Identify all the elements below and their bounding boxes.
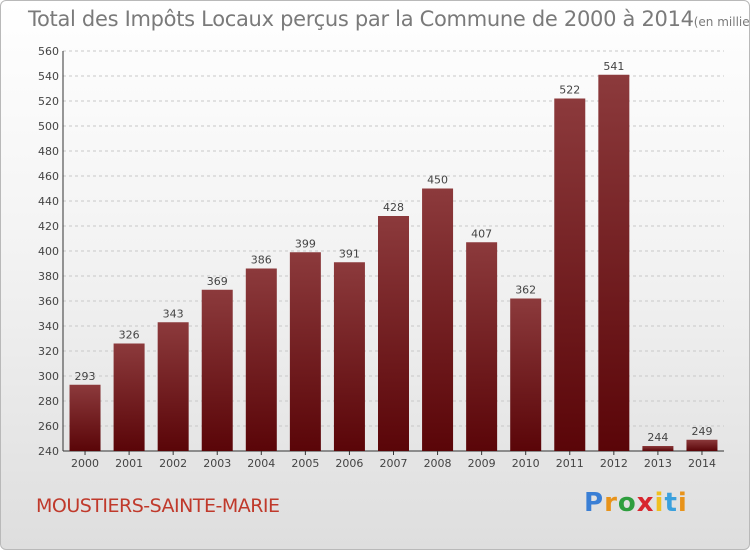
value-label-2010: 362 [515, 284, 536, 297]
y-tick-label: 320 [38, 345, 59, 358]
y-tick-label: 460 [38, 170, 59, 183]
bar-2012 [598, 74, 630, 451]
x-tick-label-2013: 2013 [644, 457, 672, 470]
proxiti-logo[interactable]: Proxiti [584, 488, 688, 518]
x-tick-label-2001: 2001 [115, 457, 143, 470]
chart-title-unit: (en milliers d'€) [693, 15, 750, 29]
bar-2007 [378, 216, 409, 451]
y-tick-label: 240 [38, 445, 59, 458]
logo-letter: i [677, 488, 688, 518]
y-tick-label: 380 [38, 270, 59, 283]
y-tick-label: 440 [38, 195, 59, 208]
y-tick-label: 500 [38, 120, 59, 133]
bar-2006 [333, 262, 365, 451]
bar-2008 [422, 188, 454, 451]
bar-2001 [113, 343, 145, 451]
commune-name: MOUSTIERS-SAINTE-MARIE [36, 495, 280, 517]
x-tick-label-2002: 2002 [159, 457, 187, 470]
value-label-2006: 391 [339, 247, 360, 260]
value-label-2003: 369 [207, 275, 228, 288]
x-tick-label-2004: 2004 [247, 457, 275, 470]
y-tick-label: 540 [38, 70, 59, 83]
value-label-2001: 326 [119, 329, 140, 342]
value-label-2012: 541 [603, 60, 624, 73]
chart-title-text: Total des Impôts Locaux perçus par la Co… [28, 7, 694, 31]
logo-letter: P [584, 488, 605, 518]
bar-2011 [554, 98, 586, 451]
y-tick-label: 400 [38, 245, 59, 258]
bars [69, 74, 718, 451]
value-label-2000: 293 [75, 370, 96, 383]
x-tick-label-2010: 2010 [512, 457, 540, 470]
y-tick-label: 280 [38, 395, 59, 408]
bar-2002 [157, 322, 189, 451]
bar-2014 [686, 439, 718, 451]
x-tick-label-2000: 2000 [71, 457, 99, 470]
value-labels: 293 326 343 369 386 399 391 428 450 407 362 522 541 2… [75, 60, 713, 444]
x-tick-label-2012: 2012 [600, 457, 628, 470]
value-label-2014: 249 [691, 425, 712, 438]
bar-2004 [245, 268, 277, 451]
y-tick-label: 420 [38, 220, 59, 233]
value-label-2007: 428 [383, 201, 404, 214]
value-label-2008: 450 [427, 174, 448, 187]
y-tick-label: 480 [38, 145, 59, 158]
y-tick-label: 260 [38, 420, 59, 433]
bar-2000 [69, 384, 101, 451]
value-label-2005: 399 [295, 237, 316, 250]
logo-letter: t [664, 488, 678, 518]
y-tick-label: 520 [38, 95, 59, 108]
logo-letter: i [654, 488, 665, 518]
bar-2003 [201, 289, 233, 451]
axes: 240 260 280 300 320 340 360 380 400 420 440 460 480 5… [38, 45, 724, 470]
x-tick-label-2007: 2007 [380, 457, 408, 470]
x-tick-label-2009: 2009 [468, 457, 496, 470]
x-tick-label-2008: 2008 [424, 457, 452, 470]
x-tick-label-2006: 2006 [335, 457, 363, 470]
value-label-2004: 386 [251, 254, 272, 267]
x-tick-label-2003: 2003 [203, 457, 231, 470]
y-tick-label: 300 [38, 370, 59, 383]
logo-letter: r [604, 488, 618, 518]
y-tick-label: 360 [38, 295, 59, 308]
value-label-2009: 407 [471, 227, 492, 240]
bar-2005 [289, 252, 321, 451]
chart-title: Total des Impôts Locaux perçus par la Co… [28, 7, 750, 31]
logo-letter: x [636, 488, 655, 518]
value-label-2013: 244 [647, 431, 668, 444]
x-tick-label-2011: 2011 [556, 457, 584, 470]
value-label-2002: 343 [163, 307, 184, 320]
bar-2010 [510, 298, 542, 451]
x-tick-label-2005: 2005 [291, 457, 319, 470]
bar-2009 [466, 242, 498, 451]
y-tick-label: 560 [38, 45, 59, 58]
x-tick-label-2014: 2014 [688, 457, 716, 470]
y-tick-label: 340 [38, 320, 59, 333]
bar-2013 [642, 446, 674, 451]
value-label-2011: 522 [559, 84, 580, 97]
logo-letter: o [617, 488, 637, 518]
